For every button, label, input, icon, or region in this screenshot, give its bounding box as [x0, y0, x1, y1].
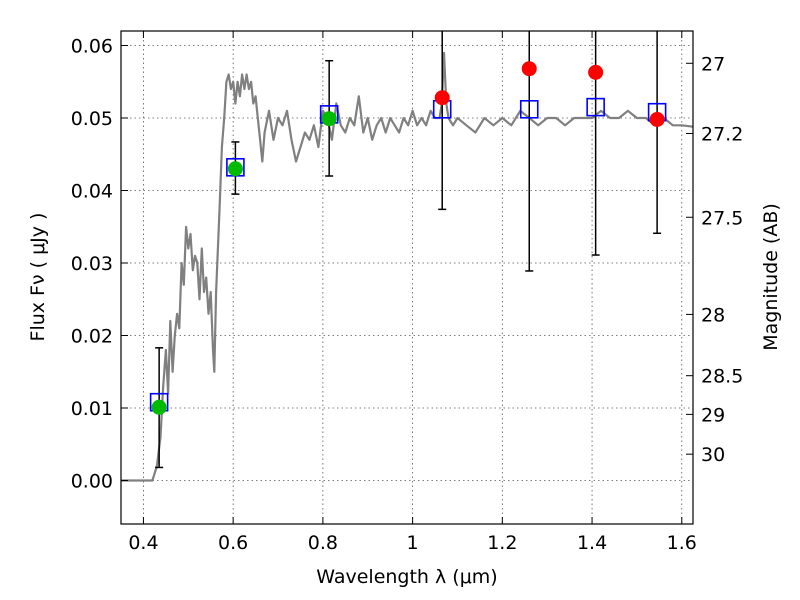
y-tick-label: 0.00	[71, 471, 113, 493]
box-marker	[586, 97, 605, 117]
detection-point	[151, 399, 167, 415]
box-marker	[519, 100, 539, 119]
x-tick-label: 1.6	[667, 532, 697, 554]
mag-tick-label: 27.5	[701, 207, 743, 229]
y-axis-label: Flux Fν ( μJy )	[27, 213, 49, 342]
x-tick-label: 1	[407, 532, 419, 554]
mag-tick-label: 29	[701, 404, 725, 426]
prediction-point	[649, 111, 665, 127]
y-tick-label: 0.05	[71, 108, 113, 130]
tick-labels: 0.4 0.6 0.8 1 1.2 1.4 1.6 0.00 0.01 0.02 0.03 0.04 0…	[71, 36, 744, 555]
mag-tick-label: 28.5	[701, 366, 743, 388]
dot-marker-layer	[151, 61, 665, 415]
axis-ticks	[121, 31, 693, 524]
y2-axis-label: Magnitude (AB)	[760, 203, 782, 351]
y-tick-label: 0.02	[71, 326, 113, 348]
x-axis-label: Wavelength λ (μm)	[316, 566, 497, 588]
plot-frame	[120, 30, 694, 525]
model-spectrum-layer	[121, 51, 694, 482]
mag-tick-label: 30	[701, 444, 725, 466]
y-tick-label: 0.04	[71, 181, 113, 203]
mag-tick-label: 27	[701, 53, 725, 75]
prediction-point	[521, 61, 537, 77]
x-tick-label: 1.2	[487, 532, 517, 554]
model-spectrum-line	[121, 51, 694, 482]
prediction-point	[588, 64, 604, 80]
prediction-point	[434, 90, 450, 106]
y-tick-label: 0.01	[71, 398, 113, 420]
y-tick-label: 0.06	[71, 36, 113, 58]
mag-tick-label: 28	[701, 304, 725, 326]
x-tick-label: 0.4	[128, 532, 158, 554]
x-tick-label: 1.4	[577, 532, 607, 554]
x-tick-label: 0.6	[218, 532, 248, 554]
y-tick-label: 0.03	[71, 253, 113, 275]
mag-tick-label: 27.2	[701, 123, 743, 145]
detection-point	[321, 111, 337, 127]
detection-point	[227, 161, 243, 177]
x-tick-label: 0.8	[308, 532, 338, 554]
